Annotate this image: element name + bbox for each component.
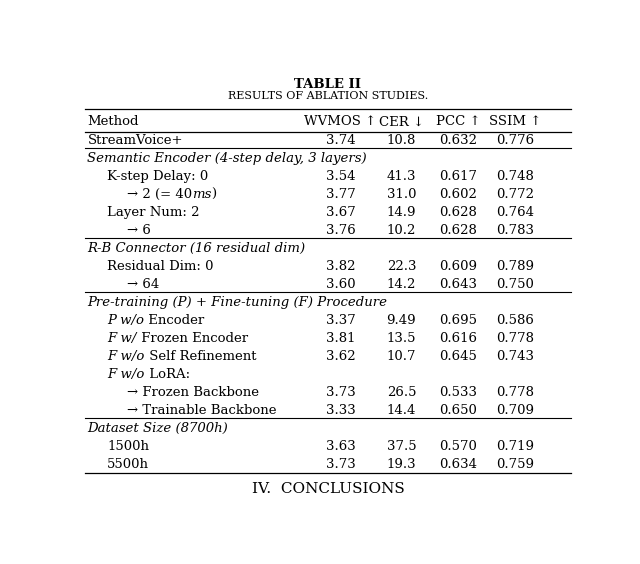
Text: 22.3: 22.3 xyxy=(387,260,416,273)
Text: 0.632: 0.632 xyxy=(439,134,477,147)
Text: 3.62: 3.62 xyxy=(326,350,355,363)
Text: 0.628: 0.628 xyxy=(439,224,477,237)
Text: 3.63: 3.63 xyxy=(326,440,355,453)
Text: 0.643: 0.643 xyxy=(439,278,477,291)
Text: 3.74: 3.74 xyxy=(326,134,355,147)
Text: Semantic Encoder (4-step delay, 3 layers): Semantic Encoder (4-step delay, 3 layers… xyxy=(88,152,367,165)
Text: 3.73: 3.73 xyxy=(326,386,355,399)
Text: Frozen Encoder: Frozen Encoder xyxy=(137,332,248,345)
Text: Pre-training (P) + Fine-tuning (F) Procedure: Pre-training (P) + Fine-tuning (F) Proce… xyxy=(88,296,387,309)
Text: LoRA:: LoRA: xyxy=(145,368,190,381)
Text: 0.609: 0.609 xyxy=(439,260,477,273)
Text: P w/o: P w/o xyxy=(108,314,144,327)
Text: 0.743: 0.743 xyxy=(497,350,534,363)
Text: 14.2: 14.2 xyxy=(387,278,416,291)
Text: → 2 (= 40: → 2 (= 40 xyxy=(127,188,192,201)
Text: 0.789: 0.789 xyxy=(497,260,534,273)
Text: RESULTS OF ABLATION STUDIES.: RESULTS OF ABLATION STUDIES. xyxy=(228,91,428,101)
Text: 0.776: 0.776 xyxy=(497,134,534,147)
Text: F w/: F w/ xyxy=(108,332,137,345)
Text: → Trainable Backbone: → Trainable Backbone xyxy=(127,404,276,417)
Text: 26.5: 26.5 xyxy=(387,386,416,399)
Text: R-B Connector (16 residual dim): R-B Connector (16 residual dim) xyxy=(88,242,305,255)
Text: 0.617: 0.617 xyxy=(439,170,477,183)
Text: 10.7: 10.7 xyxy=(387,350,416,363)
Text: Self Refinement: Self Refinement xyxy=(145,350,256,363)
Text: → 64: → 64 xyxy=(127,278,159,291)
Text: 3.76: 3.76 xyxy=(326,224,355,237)
Text: 3.82: 3.82 xyxy=(326,260,355,273)
Text: ms: ms xyxy=(192,188,212,201)
Text: 10.2: 10.2 xyxy=(387,224,416,237)
Text: TABLE II: TABLE II xyxy=(294,78,362,91)
Text: 41.3: 41.3 xyxy=(387,170,416,183)
Text: 3.54: 3.54 xyxy=(326,170,355,183)
Text: Encoder: Encoder xyxy=(144,314,205,327)
Text: 3.67: 3.67 xyxy=(326,206,355,219)
Text: 0.759: 0.759 xyxy=(497,458,534,471)
Text: → 6: → 6 xyxy=(127,224,151,237)
Text: 3.81: 3.81 xyxy=(326,332,355,345)
Text: F w/o: F w/o xyxy=(108,350,145,363)
Text: 0.634: 0.634 xyxy=(439,458,477,471)
Text: 3.37: 3.37 xyxy=(326,314,355,327)
Text: 0.650: 0.650 xyxy=(439,404,477,417)
Text: 31.0: 31.0 xyxy=(387,188,416,201)
Text: 0.533: 0.533 xyxy=(439,386,477,399)
Text: 0.764: 0.764 xyxy=(497,206,534,219)
Text: 3.73: 3.73 xyxy=(326,458,355,471)
Text: WVMOS ↑: WVMOS ↑ xyxy=(304,116,376,129)
Text: 10.8: 10.8 xyxy=(387,134,416,147)
Text: 0.695: 0.695 xyxy=(439,314,477,327)
Text: 0.616: 0.616 xyxy=(439,332,477,345)
Text: 3.77: 3.77 xyxy=(326,188,355,201)
Text: 5500h: 5500h xyxy=(108,458,149,471)
Text: 0.783: 0.783 xyxy=(497,224,534,237)
Text: 0.570: 0.570 xyxy=(439,440,477,453)
Text: 0.709: 0.709 xyxy=(497,404,534,417)
Text: 0.748: 0.748 xyxy=(497,170,534,183)
Text: 3.60: 3.60 xyxy=(326,278,355,291)
Text: 0.772: 0.772 xyxy=(497,188,534,201)
Text: 0.628: 0.628 xyxy=(439,206,477,219)
Text: ): ) xyxy=(212,188,217,201)
Text: K-step Delay: 0: K-step Delay: 0 xyxy=(108,170,209,183)
Text: 19.3: 19.3 xyxy=(387,458,416,471)
Text: 37.5: 37.5 xyxy=(387,440,416,453)
Text: 13.5: 13.5 xyxy=(387,332,416,345)
Text: 3.33: 3.33 xyxy=(326,404,355,417)
Text: StreamVoice+: StreamVoice+ xyxy=(88,134,183,147)
Text: IV.  CONCLUSIONS: IV. CONCLUSIONS xyxy=(252,482,404,496)
Text: F w/o: F w/o xyxy=(108,368,145,381)
Text: SSIM ↑: SSIM ↑ xyxy=(490,116,541,129)
Text: 0.719: 0.719 xyxy=(497,440,534,453)
Text: 0.750: 0.750 xyxy=(497,278,534,291)
Text: Method: Method xyxy=(88,116,139,129)
Text: → Frozen Backbone: → Frozen Backbone xyxy=(127,386,259,399)
Text: 0.645: 0.645 xyxy=(439,350,477,363)
Text: 0.602: 0.602 xyxy=(439,188,477,201)
Text: Dataset Size (8700h): Dataset Size (8700h) xyxy=(88,422,228,435)
Text: CER ↓: CER ↓ xyxy=(379,116,424,129)
Text: 9.49: 9.49 xyxy=(387,314,416,327)
Text: Residual Dim: 0: Residual Dim: 0 xyxy=(108,260,214,273)
Text: 0.778: 0.778 xyxy=(497,386,534,399)
Text: 1500h: 1500h xyxy=(108,440,149,453)
Text: 14.4: 14.4 xyxy=(387,404,416,417)
Text: 14.9: 14.9 xyxy=(387,206,416,219)
Text: Layer Num: 2: Layer Num: 2 xyxy=(108,206,200,219)
Text: PCC ↑: PCC ↑ xyxy=(436,116,480,129)
Text: 0.586: 0.586 xyxy=(497,314,534,327)
Text: 0.778: 0.778 xyxy=(497,332,534,345)
